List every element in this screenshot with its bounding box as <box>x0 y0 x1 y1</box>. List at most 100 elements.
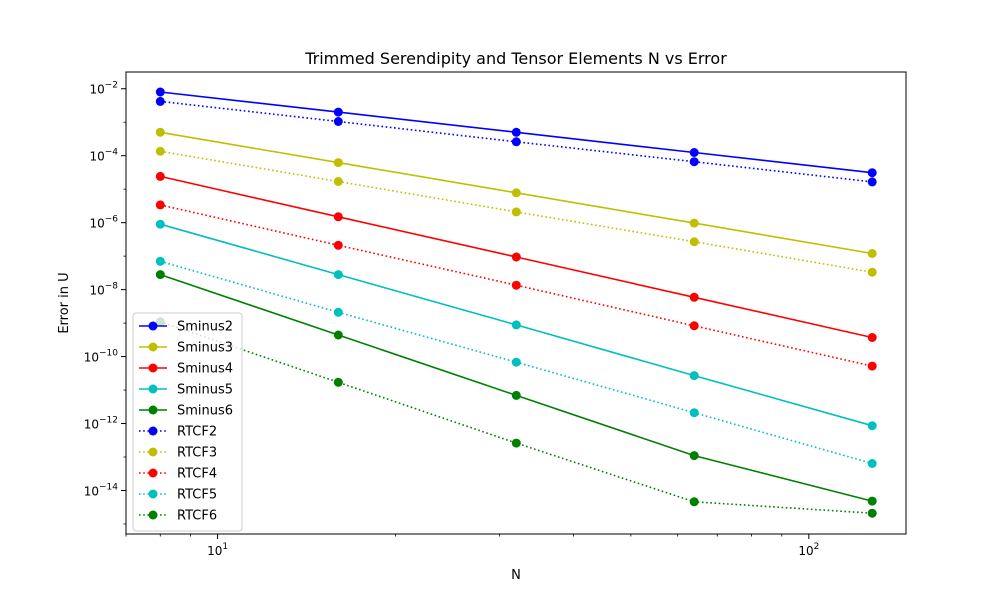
data-point <box>867 267 877 277</box>
data-point <box>333 158 343 168</box>
series-RTCF2 <box>155 96 877 187</box>
y-tick-label: 10−14 <box>84 482 119 498</box>
y-axis-label: Error in U <box>57 272 72 333</box>
data-point <box>511 207 521 217</box>
legend-swatch-marker <box>148 489 158 499</box>
legend-label: RTCF4 <box>177 467 217 482</box>
data-point <box>511 252 521 262</box>
data-point <box>867 249 877 258</box>
legend-label: Sminus6 <box>177 404 233 419</box>
y-tick-label: 10−12 <box>84 416 118 432</box>
data-point <box>689 148 699 157</box>
legend-label: Sminus5 <box>177 383 233 398</box>
y-tick-label: 10−4 <box>89 148 118 164</box>
series-line <box>160 150 873 273</box>
legend-item: Sminus5 <box>139 383 233 398</box>
data-point <box>333 177 343 186</box>
data-point <box>155 219 165 229</box>
data-point <box>333 270 343 280</box>
series-Sminus3 <box>155 127 877 258</box>
data-point <box>155 200 165 210</box>
series-RTCF5 <box>155 256 877 468</box>
legend: Sminus2 Sminus3 Sminus4 Sminus5 Sminus6 RTCF2… <box>132 312 243 532</box>
series-Sminus6 <box>155 270 877 506</box>
x-tick-label: 101 <box>207 542 228 558</box>
series-Sminus5 <box>155 219 877 431</box>
series-Sminus2 <box>155 87 877 178</box>
legend-item: RTCF6 <box>139 509 217 524</box>
data-point <box>867 177 877 187</box>
data-point <box>333 330 343 340</box>
data-point <box>155 146 165 156</box>
data-point <box>333 377 343 387</box>
legend-item: Sminus6 <box>139 404 233 419</box>
data-point <box>867 168 877 178</box>
data-point <box>511 280 521 290</box>
data-point <box>155 256 165 266</box>
y-tick-label: 10−6 <box>89 215 118 231</box>
legend-swatch-marker <box>148 321 158 331</box>
data-point <box>511 357 521 367</box>
data-point <box>689 497 699 507</box>
legend-swatch-marker <box>148 363 158 373</box>
data-point <box>155 87 165 97</box>
data-point <box>689 451 699 461</box>
data-point <box>511 438 521 448</box>
data-point <box>689 371 699 381</box>
data-point <box>333 307 343 317</box>
legend-swatch-marker <box>148 510 158 520</box>
legend-swatch-marker <box>148 447 158 457</box>
x-axis-label: N <box>511 568 521 583</box>
legend-swatch-marker <box>148 342 158 352</box>
legend-item: RTCF3 <box>139 446 217 461</box>
legend-swatch-marker <box>148 405 158 415</box>
legend-item: RTCF2 <box>139 425 217 440</box>
data-point <box>155 270 165 280</box>
data-point <box>333 212 343 222</box>
data-point <box>511 127 521 137</box>
data-point <box>867 361 877 371</box>
data-point <box>689 237 699 247</box>
data-point <box>333 117 343 126</box>
legend-item: RTCF4 <box>139 467 217 482</box>
data-point <box>155 127 165 137</box>
legend-swatch-marker <box>148 468 158 478</box>
data-point <box>689 408 699 418</box>
data-point <box>155 171 165 181</box>
y-tick-label: 10−10 <box>84 349 119 365</box>
data-point <box>333 107 343 117</box>
data-point <box>867 333 877 342</box>
legend-item: Sminus3 <box>139 341 233 356</box>
legend-label: RTCF6 <box>177 509 217 524</box>
legend-label: RTCF5 <box>177 488 217 503</box>
series-RTCF3 <box>155 146 877 277</box>
data-point <box>511 320 521 330</box>
data-point <box>155 96 165 106</box>
data-point <box>511 390 521 400</box>
data-point <box>867 459 877 468</box>
data-point <box>689 321 699 331</box>
legend-swatch-marker <box>148 426 158 436</box>
y-tick-label: 10−8 <box>89 282 118 298</box>
data-point <box>689 218 699 228</box>
legend-item: RTCF5 <box>139 488 217 503</box>
series-RTCF4 <box>155 200 877 371</box>
series-Sminus4 <box>155 171 877 342</box>
legend-label: Sminus3 <box>177 341 233 356</box>
legend-label: Sminus2 <box>177 320 233 335</box>
legend-item: Sminus4 <box>139 362 233 377</box>
data-point <box>511 137 521 147</box>
series-layer <box>155 87 877 518</box>
legend-label: Sminus4 <box>177 362 233 377</box>
legend-label: RTCF2 <box>177 425 217 440</box>
legend-swatch-marker <box>148 384 158 394</box>
x-axis: 101 102 <box>125 534 819 558</box>
y-axis: 10−2 10−4 10−6 10−8 10−10 10−12 10−14 <box>84 81 126 525</box>
data-point <box>511 188 521 198</box>
y-tick-label: 10−2 <box>89 81 118 97</box>
series-RTCF6 <box>155 317 877 518</box>
data-point <box>689 292 699 302</box>
data-point <box>867 496 877 506</box>
chart-title: Trimmed Serendipity and Tensor Elements … <box>304 49 727 68</box>
